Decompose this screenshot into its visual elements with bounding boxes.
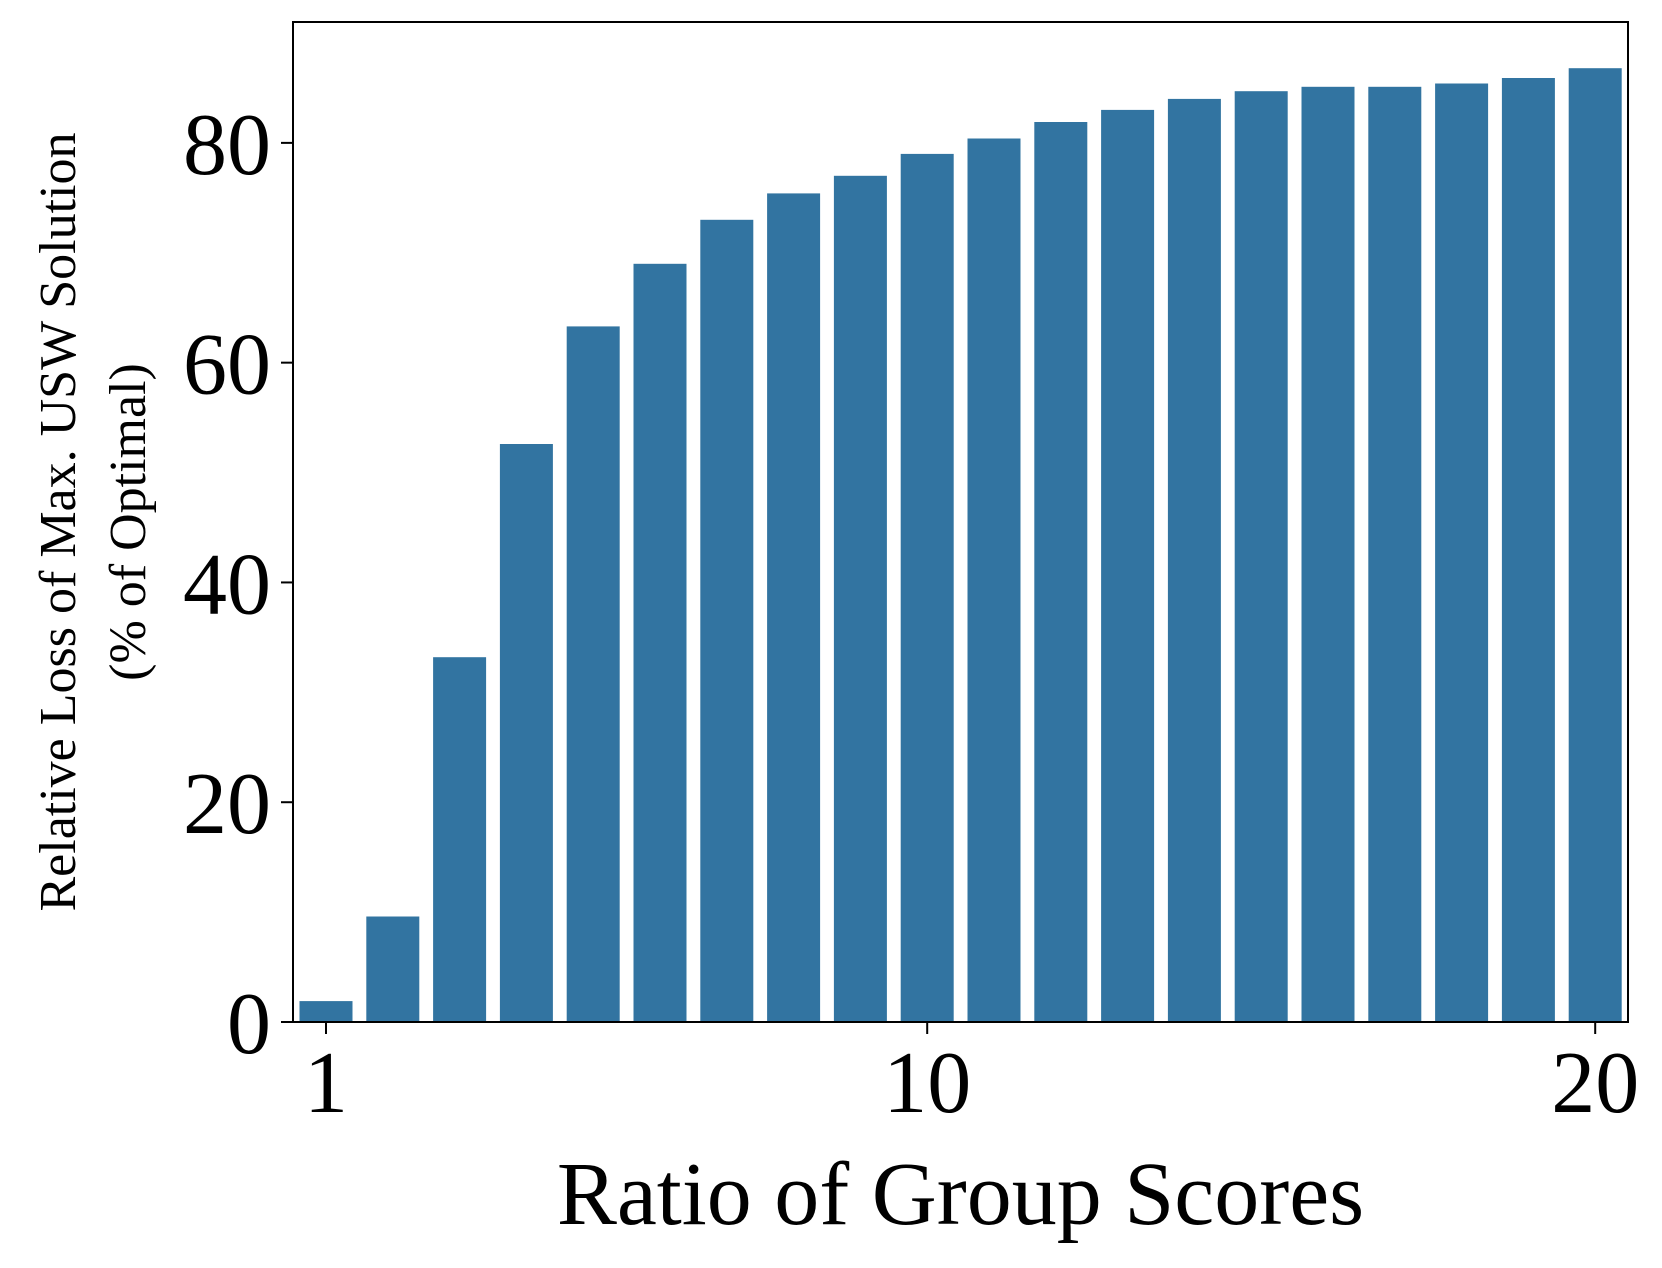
x-tick-label: 1 [304, 1035, 348, 1132]
y-tick-label: 20 [183, 756, 271, 853]
y-tick-label: 60 [183, 317, 271, 414]
bar-18 [1435, 83, 1489, 1022]
plot-frame [292, 21, 1629, 1023]
bar-5 [566, 326, 620, 1022]
bar-17 [1368, 86, 1422, 1023]
bar-13 [1101, 109, 1155, 1022]
x-tick-label: 20 [1551, 1035, 1639, 1132]
bar-16 [1301, 86, 1355, 1023]
bar-20 [1568, 68, 1622, 1022]
bars-layer [299, 68, 1622, 1023]
bar-9 [833, 175, 887, 1023]
bar-8 [767, 193, 821, 1022]
y-axis-title-line-1: Relative Loss of Max. USW Solution [30, 132, 87, 911]
y-tick-label: 40 [183, 536, 271, 633]
bar-19 [1501, 78, 1555, 1022]
bar-3 [433, 657, 487, 1022]
y-tick-label: 80 [183, 97, 271, 194]
x-tick-label: 10 [883, 1035, 971, 1132]
y-axis-ticks: 0 20 40 60 80 [183, 97, 293, 1073]
bar-11 [967, 138, 1021, 1022]
bar-15 [1234, 91, 1288, 1022]
y-tick-label: 0 [227, 976, 271, 1073]
bar-14 [1167, 98, 1221, 1022]
y-axis-title-line-2: (% of Optimal) [100, 363, 157, 681]
bar-1 [299, 1001, 353, 1022]
bar-4 [499, 444, 553, 1022]
bar-2 [366, 916, 420, 1022]
bar-6 [633, 263, 687, 1022]
x-axis-title: Ratio of Group Scores [557, 1145, 1364, 1244]
bar-12 [1034, 122, 1088, 1022]
bar-10 [900, 153, 954, 1022]
bar-7 [700, 219, 754, 1023]
x-axis-ticks: 1 10 20 [304, 1022, 1639, 1132]
